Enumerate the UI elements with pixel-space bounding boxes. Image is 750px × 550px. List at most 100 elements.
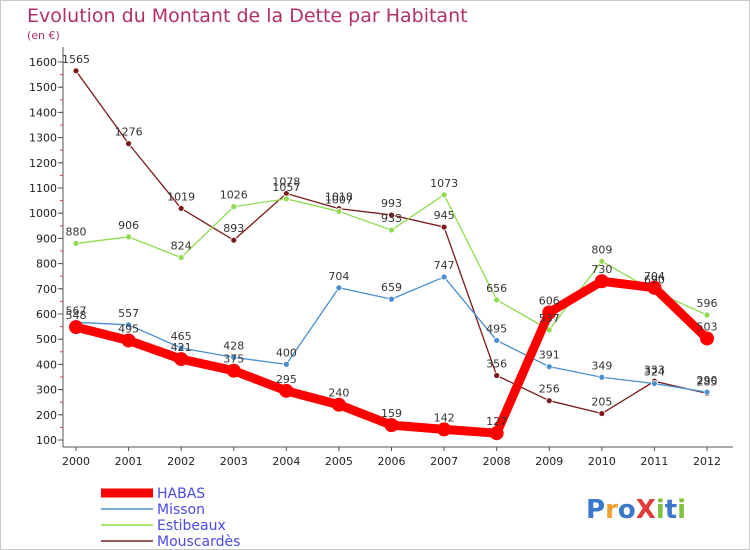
- data-point: [282, 195, 290, 203]
- data-label: 656: [486, 282, 507, 295]
- data-label: 495: [486, 322, 507, 335]
- data-point: [388, 295, 395, 303]
- data-point: [489, 426, 504, 441]
- data-label: 1078: [272, 176, 300, 189]
- legend-label: Misson: [157, 502, 205, 518]
- data-point: [335, 284, 343, 292]
- data-label: 606: [539, 294, 560, 307]
- data-label: 596: [697, 297, 718, 310]
- data-point: [647, 280, 662, 295]
- data-point: [493, 296, 501, 304]
- data-label: 333: [644, 363, 665, 376]
- data-label: 400: [276, 346, 297, 359]
- data-label: 205: [591, 396, 612, 409]
- data-point: [177, 344, 185, 352]
- y-tick-label: 1100: [29, 182, 57, 195]
- data-label: 421: [171, 341, 192, 354]
- data-point: [700, 331, 714, 346]
- data-label: 1276: [115, 126, 143, 139]
- data-label: 428: [223, 339, 244, 352]
- y-tick-label: 1500: [29, 81, 57, 94]
- data-point: [177, 205, 185, 212]
- x-tick-label: 2002: [167, 455, 195, 468]
- y-tick-label: 1000: [29, 207, 57, 220]
- data-point: [226, 363, 241, 378]
- data-label: 893: [223, 222, 244, 235]
- data-point: [125, 321, 132, 329]
- y-tick-label: 1300: [29, 132, 57, 145]
- data-label: 127: [486, 415, 507, 428]
- data-label: 1019: [167, 190, 195, 203]
- data-label: 537: [539, 312, 560, 325]
- data-point: [437, 422, 452, 437]
- data-point: [174, 352, 189, 367]
- data-point: [493, 337, 501, 344]
- data-point: [598, 257, 606, 265]
- data-label: 1073: [430, 177, 458, 190]
- data-label: 356: [486, 357, 507, 370]
- data-label: 159: [381, 407, 402, 420]
- x-tick-label: 2011: [640, 455, 668, 468]
- y-tick-label: 1400: [29, 106, 57, 119]
- data-label: 375: [223, 353, 244, 366]
- y-tick-label: 700: [36, 283, 57, 296]
- data-point: [703, 311, 711, 319]
- data-label: 391: [539, 349, 560, 362]
- data-point: [125, 140, 132, 148]
- data-label: 880: [66, 225, 87, 238]
- data-point: [230, 203, 238, 211]
- data-label: 704: [328, 270, 349, 283]
- chart-unit-label: (en €): [27, 29, 60, 42]
- y-tick-label: 800: [36, 258, 57, 271]
- data-point: [384, 418, 399, 433]
- data-label: 1026: [220, 189, 248, 202]
- data-point: [388, 211, 395, 219]
- data-label: 557: [118, 307, 139, 320]
- data-label: 906: [118, 219, 139, 232]
- data-point: [388, 226, 395, 234]
- y-tick-label: 1600: [29, 56, 57, 69]
- y-tick-label: 100: [36, 434, 57, 447]
- data-label: 142: [434, 411, 455, 424]
- chart-title: Evolution du Montant de la Dette par Hab…: [27, 5, 468, 27]
- data-label: 1018: [325, 191, 353, 204]
- data-label: 945: [434, 209, 455, 222]
- data-point: [545, 397, 553, 405]
- data-label: 285: [697, 375, 718, 388]
- data-point: [440, 273, 448, 281]
- data-point: [651, 380, 658, 387]
- data-point: [335, 208, 343, 215]
- data-label: 256: [539, 383, 560, 396]
- data-label: 1007: [325, 193, 353, 206]
- y-tick-label: 200: [36, 409, 57, 422]
- proxiti-logo: ProXiti: [586, 495, 686, 525]
- y-tick-label: 500: [36, 333, 57, 346]
- data-label: 548: [66, 309, 87, 322]
- data-point: [331, 397, 346, 412]
- data-point: [230, 236, 238, 244]
- data-label: 809: [591, 243, 612, 256]
- data-label: 1057: [272, 181, 300, 194]
- x-tick-label: 2010: [588, 455, 616, 468]
- data-label: 290: [697, 374, 718, 387]
- x-tick-label: 2006: [378, 455, 406, 468]
- x-tick-label: 2012: [693, 455, 721, 468]
- data-label: 730: [591, 263, 612, 276]
- x-tick-label: 2001: [115, 455, 143, 468]
- data-point: [493, 372, 501, 379]
- legend-label: HABAS: [157, 486, 205, 502]
- data-point: [72, 67, 80, 75]
- data-point: [125, 233, 132, 241]
- data-point: [440, 191, 448, 199]
- data-label: 240: [328, 387, 349, 400]
- data-point: [542, 305, 557, 320]
- data-point: [72, 240, 80, 247]
- data-point: [598, 410, 606, 417]
- y-tick-label: 900: [36, 232, 57, 245]
- x-tick-label: 2000: [62, 455, 90, 468]
- x-tick-label: 2005: [325, 455, 353, 468]
- data-point: [598, 373, 606, 381]
- data-point: [703, 388, 711, 396]
